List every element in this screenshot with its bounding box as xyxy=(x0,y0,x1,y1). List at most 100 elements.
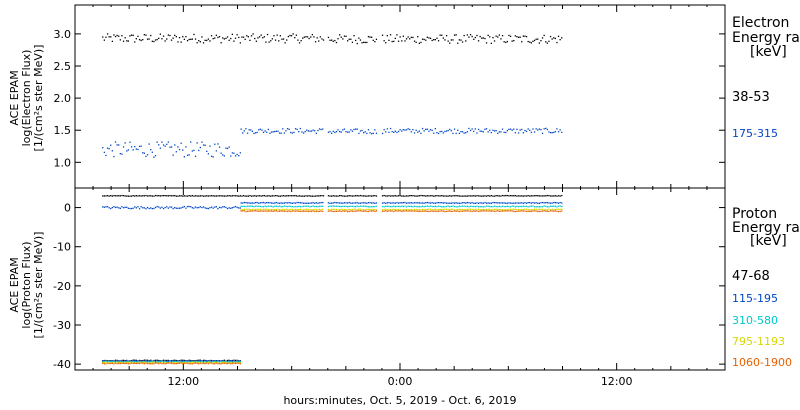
proton-point xyxy=(474,205,476,208)
proton-point xyxy=(140,362,142,364)
proton-point xyxy=(342,202,344,204)
proton-point xyxy=(540,210,542,212)
proton-point xyxy=(202,206,205,208)
electron-point xyxy=(546,128,548,131)
proton-point xyxy=(474,208,476,211)
electron-point xyxy=(175,36,177,38)
electron-point xyxy=(485,42,488,44)
electron-point xyxy=(353,128,355,131)
electron-point xyxy=(397,130,400,133)
proton-point xyxy=(172,208,174,210)
proton-point xyxy=(153,363,155,365)
electron-point xyxy=(471,128,473,130)
proton-point xyxy=(522,202,524,204)
proton-point xyxy=(367,195,370,197)
electron-point xyxy=(394,37,396,39)
proton-point xyxy=(548,210,550,213)
proton-point xyxy=(159,360,161,362)
proton-point xyxy=(473,195,475,197)
proton-point xyxy=(272,209,274,211)
proton-point xyxy=(477,208,480,210)
proton-point xyxy=(148,361,150,363)
proton-point xyxy=(134,195,136,197)
electron-point xyxy=(329,131,331,133)
electron-point xyxy=(166,38,168,40)
electron-point xyxy=(156,141,158,143)
electron-point xyxy=(436,132,438,134)
proton-point xyxy=(319,195,321,197)
electron-point xyxy=(334,131,336,134)
proton-point xyxy=(261,210,263,212)
electron-point xyxy=(159,147,161,149)
proton-point xyxy=(385,210,387,212)
electron-point xyxy=(420,132,422,134)
proton-point xyxy=(126,206,128,208)
proton-point xyxy=(293,202,295,204)
proton-point xyxy=(148,363,150,365)
electron-point xyxy=(199,146,201,149)
proton-point xyxy=(240,202,242,204)
proton-point xyxy=(286,195,288,197)
proton-point xyxy=(369,208,371,211)
electron-point xyxy=(245,128,247,130)
electron-point xyxy=(292,33,294,35)
proton-point xyxy=(453,202,456,204)
electron-point xyxy=(220,152,222,154)
proton-point xyxy=(265,195,267,197)
electron-point xyxy=(313,36,315,38)
proton-point xyxy=(140,195,142,197)
proton-point xyxy=(124,195,126,197)
proton-point xyxy=(519,195,521,197)
proton-point xyxy=(191,361,193,363)
proton-point xyxy=(417,195,419,197)
electron-point xyxy=(113,34,115,36)
proton-point xyxy=(372,195,374,197)
proton-point xyxy=(439,205,441,208)
proton-point xyxy=(381,195,384,197)
proton-point xyxy=(124,360,126,362)
electron-legend-entry-1: 38-53 xyxy=(732,90,770,105)
electron-point xyxy=(110,36,112,38)
proton-point xyxy=(316,195,318,197)
proton-point xyxy=(241,195,243,197)
proton-point xyxy=(399,202,401,204)
proton-point xyxy=(106,362,109,364)
proton-point xyxy=(146,359,149,361)
proton-point xyxy=(391,202,393,204)
electron-point xyxy=(207,38,209,40)
electron-point xyxy=(319,36,321,38)
proton-point xyxy=(129,207,131,210)
proton-point xyxy=(214,360,216,362)
proton-point xyxy=(404,210,406,212)
proton-point xyxy=(238,361,240,363)
proton-point xyxy=(420,202,422,204)
proton-point xyxy=(412,206,414,208)
electron-point xyxy=(111,40,113,42)
proton-point xyxy=(487,195,489,197)
electron-point xyxy=(314,130,316,132)
electron-point xyxy=(300,40,302,42)
electron-point xyxy=(233,152,235,154)
proton-point xyxy=(129,195,131,197)
electron-point xyxy=(335,41,338,44)
electron-point xyxy=(316,37,318,39)
electron-point xyxy=(476,34,478,37)
proton-point xyxy=(174,363,176,365)
proton-point xyxy=(234,205,237,208)
electron-point xyxy=(137,35,139,37)
proton-point xyxy=(452,208,454,210)
electron-point xyxy=(479,35,481,38)
proton-point xyxy=(351,195,354,197)
proton-point xyxy=(509,202,512,204)
electron-point xyxy=(263,36,265,38)
proton-point xyxy=(268,195,270,197)
proton-point xyxy=(105,363,107,365)
proton-point xyxy=(309,209,311,211)
electron-point xyxy=(503,131,505,133)
proton-point xyxy=(202,359,205,361)
proton-point xyxy=(257,195,259,197)
electron-point xyxy=(327,36,330,39)
proton-point xyxy=(166,361,168,363)
proton-point xyxy=(261,209,263,211)
electron-point xyxy=(383,40,385,42)
